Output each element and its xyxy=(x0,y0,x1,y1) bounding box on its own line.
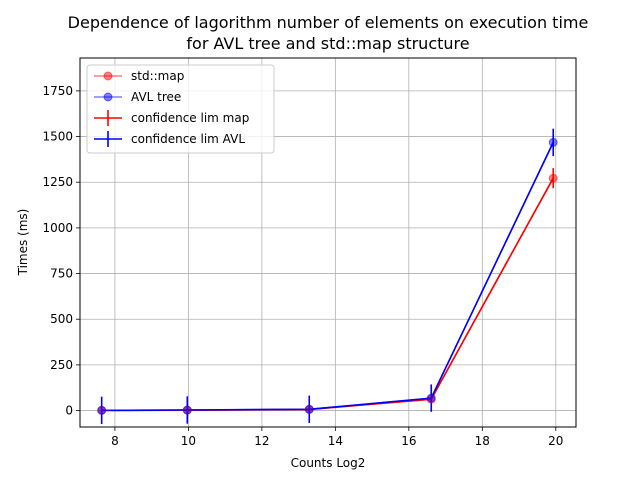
x-tick-label: 10 xyxy=(181,434,196,448)
legend-label: AVL tree xyxy=(131,90,181,104)
legend-label: std::map xyxy=(131,69,184,83)
data-point-avl xyxy=(548,137,558,147)
legend-label: confidence lim map xyxy=(131,111,249,125)
legend-marker-map xyxy=(103,71,113,81)
chart-title-line-1: Dependence of lagorithm number of elemen… xyxy=(68,13,589,32)
x-tick-label: 18 xyxy=(475,434,490,448)
ticks: 8 10 12 14 16 18 20 0 250 500 750 1000 1250 1500 1750 xyxy=(42,84,563,448)
x-tick-label: 14 xyxy=(328,434,343,448)
y-tick-label: 1000 xyxy=(42,221,73,235)
y-tick-label: 750 xyxy=(50,267,73,281)
x-axis-label: Counts Log2 xyxy=(291,456,366,470)
x-tick-label: 8 xyxy=(111,434,119,448)
x-tick-label: 20 xyxy=(548,434,563,448)
y-tick-label: 250 xyxy=(50,358,73,372)
data-point-avl xyxy=(97,405,107,415)
series-layer xyxy=(97,128,558,425)
grid xyxy=(80,58,576,427)
data-point-avl xyxy=(426,393,436,403)
x-tick-label: 16 xyxy=(401,434,416,448)
x-tick-label: 12 xyxy=(254,434,269,448)
plot-frame xyxy=(79,57,577,428)
data-point-map xyxy=(548,173,558,183)
legend-label: confidence lim AVL xyxy=(131,132,245,146)
y-tick-label: 0 xyxy=(65,404,73,418)
y-tick-label: 1250 xyxy=(42,175,73,189)
y-axis-label: Times (ms) xyxy=(16,209,30,277)
data-point-avl xyxy=(304,404,314,414)
legend-box xyxy=(86,64,275,154)
y-tick-label: 500 xyxy=(50,312,73,326)
chart-title-line-2: for AVL tree and std::map structure xyxy=(186,34,469,53)
legend-marker-avl xyxy=(103,92,113,102)
y-tick-label: 1500 xyxy=(42,130,73,144)
data-point-avl xyxy=(182,405,192,415)
y-tick-label: 1750 xyxy=(42,84,73,98)
